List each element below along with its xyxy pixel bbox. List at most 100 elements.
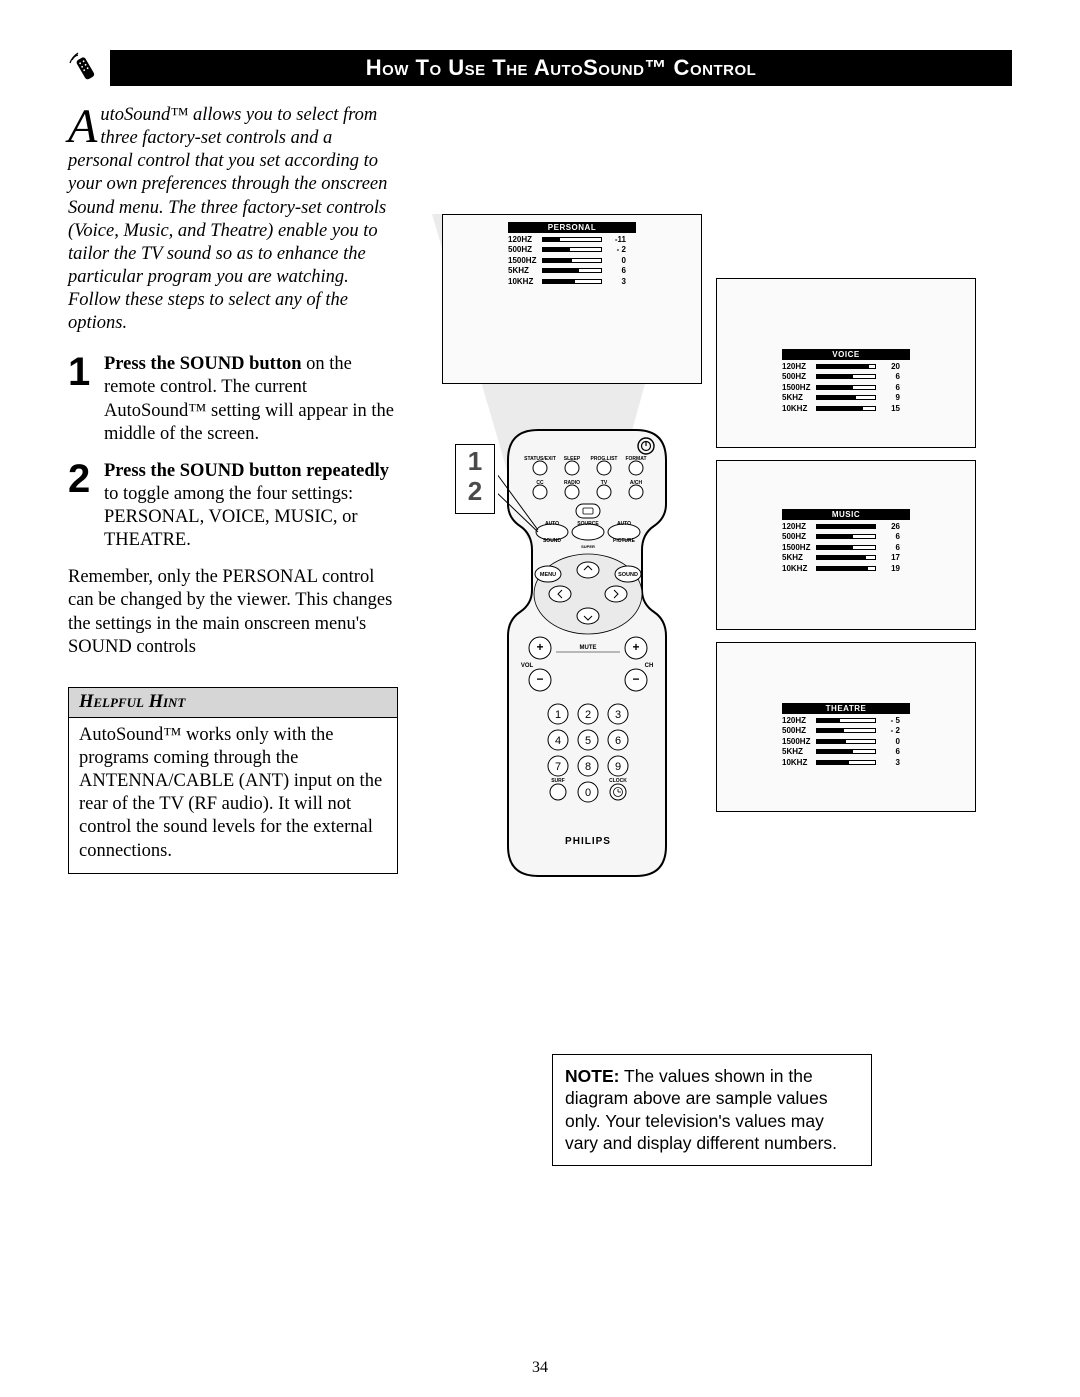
hint-body: AutoSound™ works only with the programs … <box>69 718 397 873</box>
svg-text:3: 3 <box>615 709 621 721</box>
remember-paragraph: Remember, only the PERSONAL control can … <box>68 566 398 659</box>
eq-frequency: 500HZ <box>782 372 816 381</box>
eq-panel: THEATRE120HZ- 5500HZ- 21500HZ05KHZ610KHZ… <box>782 703 910 768</box>
eq-row: 1500HZ6 <box>782 542 910 553</box>
eq-frequency: 120HZ <box>782 716 816 725</box>
eq-row: 120HZ 20 <box>782 361 910 372</box>
eq-row: 120HZ 26 <box>782 521 910 532</box>
eq-bar <box>542 258 602 263</box>
page-number: 34 <box>0 1359 1080 1377</box>
tv-screen-music: MUSIC120HZ26500HZ61500HZ65KHZ1710KHZ19 <box>716 460 976 630</box>
svg-text:CH: CH <box>645 663 654 669</box>
svg-text:PICTURE: PICTURE <box>613 538 636 544</box>
eq-frequency: 5KHZ <box>782 393 816 402</box>
step-body: Press the SOUND button repeatedly to tog… <box>104 460 398 553</box>
eq-frequency: 1500HZ <box>508 256 542 265</box>
eq-title: THEATRE <box>782 703 910 714</box>
svg-text:CLOCK: CLOCK <box>609 778 627 784</box>
eq-value: 20 <box>880 362 900 371</box>
svg-text:PHILIPS: PHILIPS <box>565 836 611 847</box>
svg-text:−: − <box>632 672 639 686</box>
drop-cap: A <box>68 104 100 145</box>
eq-bar <box>542 279 602 284</box>
eq-value: 6 <box>880 747 900 756</box>
svg-text:FORMAT: FORMAT <box>625 456 646 462</box>
svg-text:TV: TV <box>601 480 608 486</box>
eq-value: - 2 <box>606 245 626 254</box>
svg-text:PROG.LIST: PROG.LIST <box>591 456 618 462</box>
eq-frequency: 500HZ <box>782 532 816 541</box>
svg-text:1: 1 <box>555 709 561 721</box>
svg-text:STATUS/EXIT: STATUS/EXIT <box>524 456 556 462</box>
svg-text:AUTO: AUTO <box>545 521 559 527</box>
eq-frequency: 1500HZ <box>782 383 816 392</box>
svg-text:MENU: MENU <box>540 572 556 578</box>
eq-row: 120HZ-11 <box>508 234 636 245</box>
svg-text:SLEEP: SLEEP <box>564 456 581 462</box>
eq-bar <box>816 718 876 723</box>
eq-frequency: 10KHZ <box>782 404 816 413</box>
eq-frequency: 5KHZ <box>782 553 816 562</box>
step-number: 2 <box>68 460 104 553</box>
svg-text:CC: CC <box>536 480 544 486</box>
eq-frequency: 5KHZ <box>508 266 542 275</box>
callout-2: 2 <box>456 477 494 507</box>
eq-value: 3 <box>880 758 900 767</box>
eq-row: 1500HZ0 <box>782 736 910 747</box>
eq-frequency: 120HZ <box>782 522 816 531</box>
eq-value: 3 <box>606 277 626 286</box>
eq-value: 6 <box>880 383 900 392</box>
svg-text:+: + <box>632 640 639 654</box>
svg-text:RADIO: RADIO <box>564 480 580 486</box>
step-body: Press the SOUND button on the remote con… <box>104 353 398 446</box>
eq-row: 500HZ 6 <box>782 532 910 543</box>
helpful-hint-box: Helpful Hint AutoSound™ works only with … <box>68 687 398 874</box>
eq-bar <box>816 524 876 529</box>
eq-value: 17 <box>880 553 900 562</box>
eq-panel: PERSONAL120HZ-11500HZ- 21500HZ05KHZ610KH… <box>508 222 636 287</box>
page-title: How To Use The AutoSound™ Control <box>110 50 1012 86</box>
svg-text:5: 5 <box>585 735 591 747</box>
eq-frequency: 120HZ <box>782 362 816 371</box>
remote-callout-box: 1 2 <box>455 444 495 514</box>
eq-bar <box>816 739 876 744</box>
svg-text:7: 7 <box>555 761 561 773</box>
eq-frequency: 500HZ <box>508 245 542 254</box>
eq-title: PERSONAL <box>508 222 636 233</box>
eq-value: 26 <box>880 522 900 531</box>
svg-text:+: + <box>536 640 543 654</box>
eq-value: 9 <box>880 393 900 402</box>
svg-text:8: 8 <box>585 761 591 773</box>
eq-row: 5KHZ 9 <box>782 393 910 404</box>
eq-bar <box>816 728 876 733</box>
eq-value: 0 <box>880 737 900 746</box>
eq-bar <box>816 566 876 571</box>
tv-screen-voice: VOICE120HZ20500HZ61500HZ65KHZ910KHZ15 <box>716 278 976 448</box>
svg-text:AUTO: AUTO <box>617 521 631 527</box>
eq-panel: MUSIC120HZ26500HZ61500HZ65KHZ1710KHZ19 <box>782 509 910 574</box>
svg-text:MUTE: MUTE <box>580 645 597 651</box>
eq-value: 6 <box>880 532 900 541</box>
eq-row: 1500HZ 6 <box>782 382 910 393</box>
step-1: 1 Press the SOUND button on the remote c… <box>68 353 398 446</box>
eq-row: 1500HZ 0 <box>508 255 636 266</box>
left-column: AutoSound™ allows you to select from thr… <box>68 104 398 874</box>
eq-frequency: 5KHZ <box>782 747 816 756</box>
eq-frequency: 10KHZ <box>782 758 816 767</box>
eq-row: 120HZ- 5 <box>782 715 910 726</box>
step-number: 1 <box>68 353 104 446</box>
svg-text:6: 6 <box>615 735 621 747</box>
eq-bar <box>542 268 602 273</box>
eq-bar <box>816 749 876 754</box>
eq-panel: VOICE120HZ20500HZ61500HZ65KHZ910KHZ15 <box>782 349 910 414</box>
eq-row: 5KHZ 17 <box>782 553 910 564</box>
remote-icon <box>68 52 100 84</box>
eq-row: 10KHZ19 <box>782 563 910 574</box>
eq-bar <box>816 555 876 560</box>
right-column: PERSONAL120HZ-11500HZ- 21500HZ05KHZ610KH… <box>422 104 1012 874</box>
eq-frequency: 120HZ <box>508 235 542 244</box>
eq-value: 0 <box>606 256 626 265</box>
svg-text:SOURCE: SOURCE <box>577 521 599 527</box>
svg-text:VOL: VOL <box>521 663 534 669</box>
eq-row: 5KHZ6 <box>508 266 636 277</box>
